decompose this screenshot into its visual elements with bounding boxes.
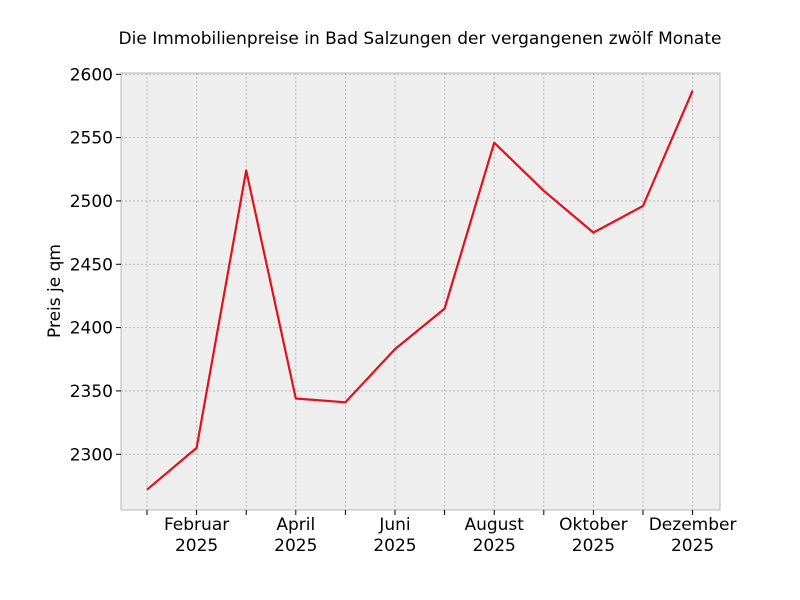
data-point: [691, 90, 693, 92]
chart-title: Die Immobilienpreise in Bad Salzungen de…: [119, 29, 722, 49]
x-tick-label: April: [276, 515, 315, 535]
x-tick-label-year: 2025: [671, 536, 714, 556]
data-point: [344, 401, 346, 403]
x-tick-label-year: 2025: [175, 536, 218, 556]
x-tick-label: Juni: [378, 515, 410, 535]
plot-area: [120, 72, 721, 511]
y-tick-label: 2550: [70, 129, 113, 149]
grid-lines: [121, 73, 720, 510]
y-tick-label: 2600: [70, 65, 113, 85]
x-tick-label-year: 2025: [473, 536, 516, 556]
data-point: [443, 307, 445, 309]
y-tick-label: 2350: [70, 382, 113, 402]
x-tick-label-year: 2025: [274, 536, 317, 556]
x-tick-label-year: 2025: [572, 536, 615, 556]
x-tick-label-year: 2025: [373, 536, 416, 556]
y-axis-ticks: 2300 2350 2400 2450 2500 2550 2600: [70, 65, 121, 465]
series-line: [146, 90, 694, 491]
y-tick-label: 2300: [70, 445, 113, 465]
data-point: [592, 231, 594, 233]
x-axis-ticks: Februar2025April2025Juni2025August2025Ok…: [146, 510, 737, 556]
y-tick-label: 2400: [70, 319, 113, 339]
x-tick-label: Dezember: [649, 515, 737, 535]
data-point: [295, 397, 297, 399]
data-point: [195, 447, 197, 449]
x-tick-label: Februar: [164, 515, 229, 535]
data-point: [543, 190, 545, 192]
y-tick-label: 2450: [70, 255, 113, 275]
y-tick-label: 2500: [70, 192, 113, 212]
x-tick-label: Oktober: [559, 515, 628, 535]
data-point: [146, 489, 148, 491]
y-axis-label: Preis je qm: [45, 244, 65, 338]
x-tick-label: August: [464, 515, 524, 535]
data-point: [493, 141, 495, 143]
data-point: [394, 348, 396, 350]
data-point: [245, 169, 247, 171]
data-point: [642, 205, 644, 207]
